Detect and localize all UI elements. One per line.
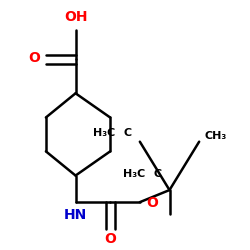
Text: C: C bbox=[124, 128, 132, 138]
Text: O: O bbox=[28, 51, 40, 65]
Text: OH: OH bbox=[64, 10, 87, 24]
Text: H₃C: H₃C bbox=[122, 169, 145, 179]
Text: C: C bbox=[154, 169, 162, 179]
Text: O: O bbox=[104, 232, 116, 246]
Text: O: O bbox=[146, 196, 158, 210]
Text: H₃C: H₃C bbox=[93, 128, 115, 138]
Text: HN: HN bbox=[64, 208, 87, 222]
Text: CH₃: CH₃ bbox=[204, 131, 226, 141]
